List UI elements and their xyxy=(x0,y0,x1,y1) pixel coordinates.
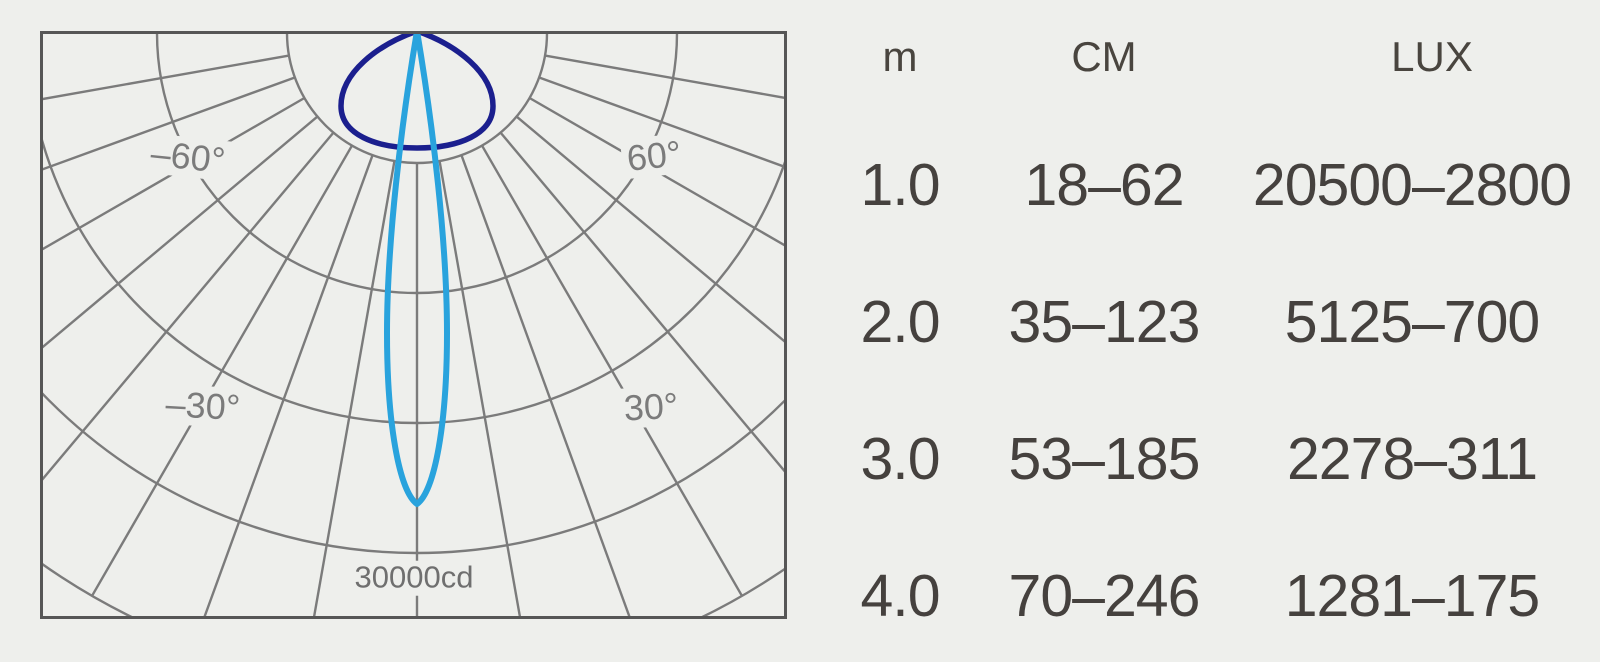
table-cell-r3-cm: 70–246 xyxy=(1008,563,1201,629)
table-cell-r0-lux: 20500–2800 xyxy=(1252,152,1572,218)
polar-chart-svg xyxy=(40,31,787,619)
table-cell-r2-cm: 53–185 xyxy=(1008,426,1201,492)
column-header-m: m xyxy=(882,33,918,80)
column-header-cm: CM xyxy=(1071,33,1137,80)
angle-label-30: 30° xyxy=(617,385,685,429)
table-cell-r3-m: 4.0 xyxy=(860,563,940,629)
table-cell-r1-cm: 35–123 xyxy=(1008,289,1201,355)
table-cell-r0-cm: 18–62 xyxy=(1024,152,1184,218)
table-cell-r2-m: 3.0 xyxy=(860,426,940,492)
table-cell-r3-lux: 1281–175 xyxy=(1284,563,1541,629)
column-header-lux: LUX xyxy=(1391,33,1473,80)
candela-scale-label: 30000cd xyxy=(348,560,480,596)
table-cell-r0-m: 1.0 xyxy=(860,152,940,218)
angle-label-minus-30: –30° xyxy=(159,383,247,429)
table-cell-r1-m: 2.0 xyxy=(860,289,940,355)
angle-label-60: 60° xyxy=(619,132,689,180)
angle-label-minus-60: –60° xyxy=(143,132,233,182)
table-cell-r1-lux: 5125–700 xyxy=(1284,289,1541,355)
photometric-diagram: –60° 60° –30° 30° 30000cd xyxy=(40,31,787,619)
table-cell-r2-lux: 2278–311 xyxy=(1286,426,1538,492)
